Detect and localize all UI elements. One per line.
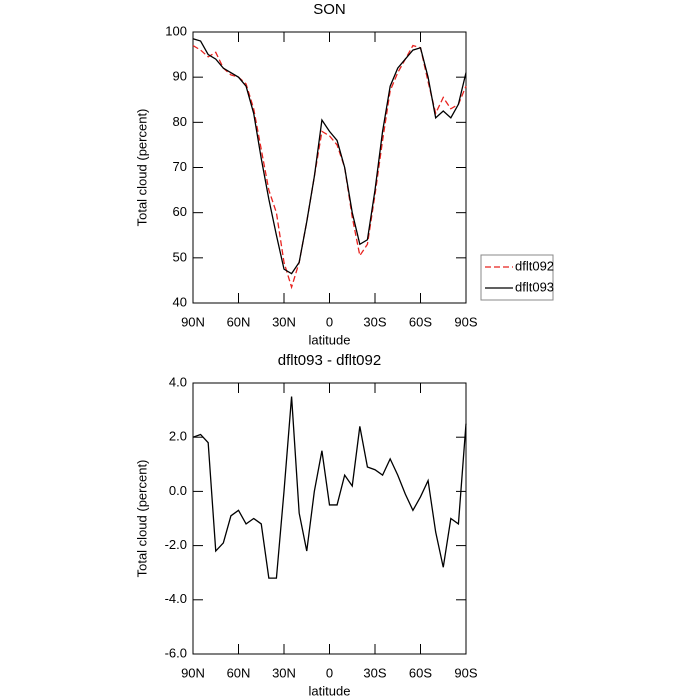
x-axis-label: latitude: [309, 683, 351, 698]
data-line: [192, 396, 467, 579]
legend-label: dflt092: [515, 258, 554, 273]
y-axis-label: Total cloud (percent): [134, 109, 149, 227]
y-tick-label: -6.0: [165, 645, 187, 660]
x-tick-label: 90N: [181, 314, 205, 329]
x-tick-label: 60N: [227, 665, 251, 680]
x-tick-label: 30S: [363, 665, 386, 680]
y-tick-label: -2.0: [165, 537, 187, 552]
legend-box: [480, 254, 554, 301]
x-tick-label: 30S: [363, 314, 386, 329]
x-axis-label: latitude: [309, 332, 351, 347]
x-tick-label: 30N: [272, 665, 296, 680]
y-tick-label: 50: [173, 249, 187, 264]
x-tick-label: 90N: [181, 665, 205, 680]
plot-frame: [192, 31, 467, 304]
x-tick-label: 30N: [272, 314, 296, 329]
y-tick-label: 70: [173, 159, 187, 174]
chart-title: SON: [313, 1, 346, 18]
y-tick-label: 2.0: [169, 429, 187, 444]
x-tick-label: 60S: [409, 665, 432, 680]
y-tick-label: 80: [173, 114, 187, 129]
y-tick-label: 90: [173, 69, 187, 84]
data-line: [192, 38, 467, 275]
y-tick-label: 4.0: [169, 374, 187, 389]
x-tick-label: 60N: [227, 314, 251, 329]
y-axis-label: Total cloud (percent): [134, 460, 149, 578]
y-tick-label: 0.0: [169, 483, 187, 498]
x-tick-label: 60S: [409, 314, 432, 329]
x-tick-label: 90S: [454, 314, 477, 329]
y-tick-label: 60: [173, 204, 187, 219]
plot-frame: [192, 382, 467, 655]
legend-label: dflt093: [515, 279, 554, 294]
x-tick-label: 0: [326, 665, 333, 680]
x-tick-label: 0: [326, 314, 333, 329]
x-tick-label: 90S: [454, 665, 477, 680]
y-tick-label: 40: [173, 294, 187, 309]
chart-title: dflt093 - dflt092: [278, 352, 381, 369]
data-line: [192, 44, 467, 290]
y-tick-label: 100: [165, 23, 187, 38]
y-tick-label: -4.0: [165, 591, 187, 606]
